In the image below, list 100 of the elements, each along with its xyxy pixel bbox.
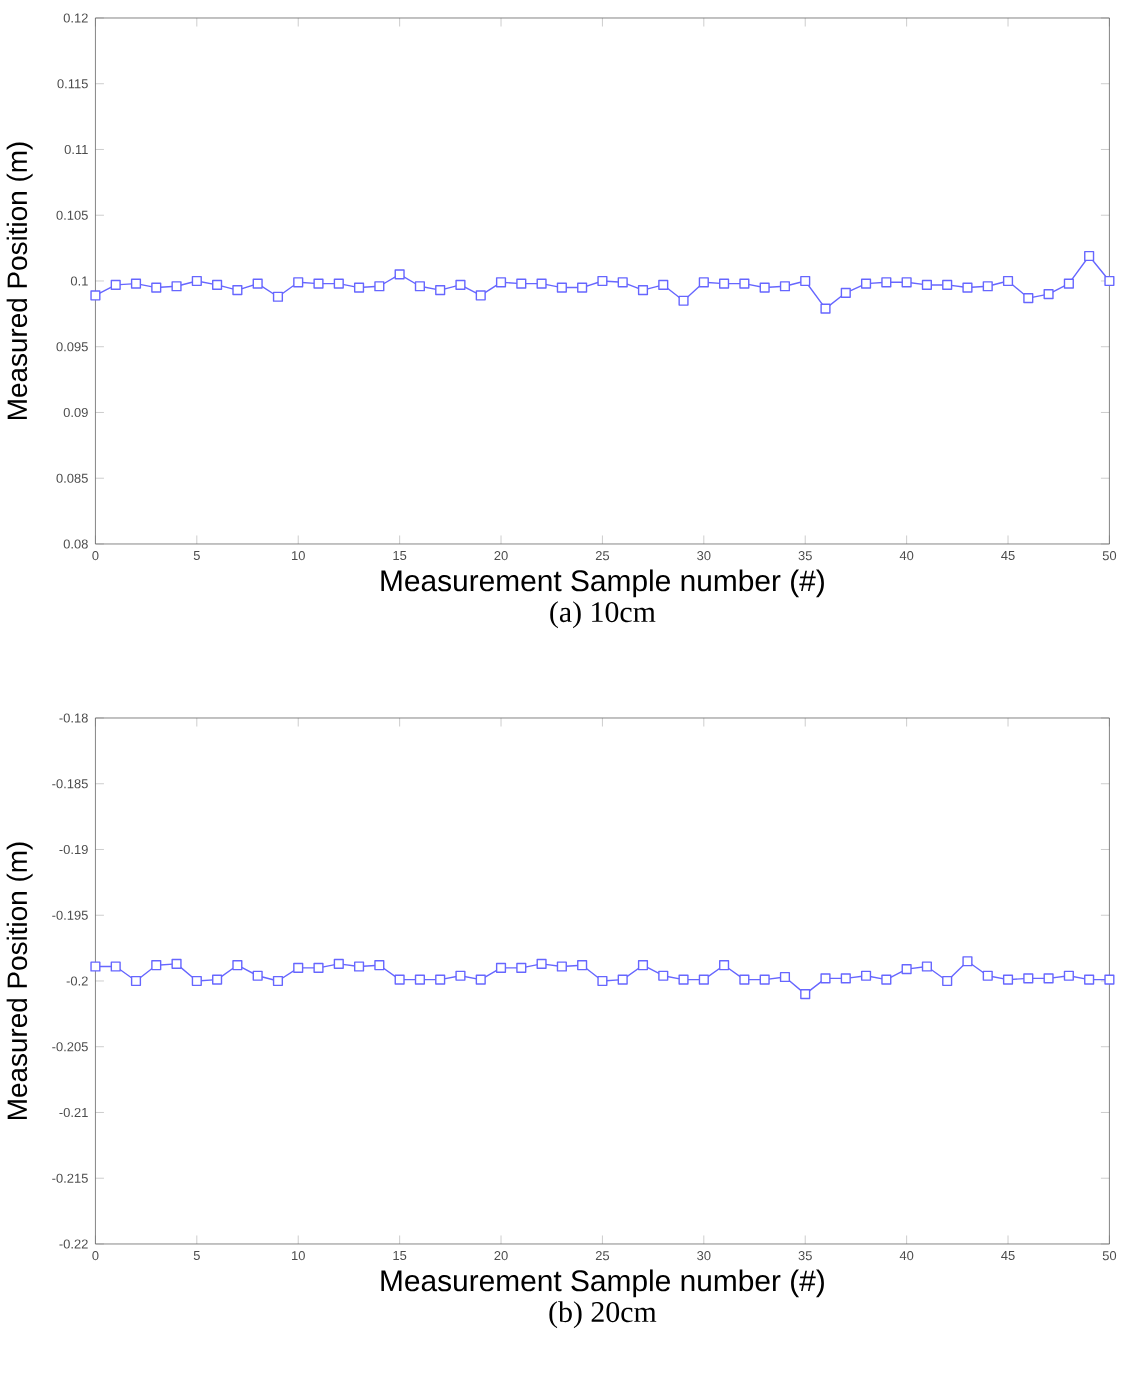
point [313, 962, 324, 973]
point [881, 277, 892, 288]
point [759, 282, 771, 293]
point [861, 970, 872, 981]
point [800, 989, 811, 1000]
point [881, 974, 892, 985]
point [1104, 974, 1115, 985]
point [111, 279, 122, 291]
point [435, 974, 446, 985]
point [901, 277, 913, 288]
point [151, 282, 162, 293]
point [435, 285, 446, 296]
point [658, 279, 669, 291]
point [739, 278, 750, 289]
x-axis-title: Measurement Sample number (#) [381, 1269, 825, 1298]
point [719, 278, 730, 289]
point [496, 277, 507, 288]
point [618, 277, 629, 288]
point [212, 974, 223, 985]
point [699, 277, 710, 288]
point [273, 291, 284, 302]
point [273, 975, 284, 987]
point [1084, 974, 1095, 985]
point [415, 281, 426, 292]
point [699, 974, 710, 985]
point [293, 962, 304, 973]
point [597, 975, 608, 987]
point [394, 269, 406, 280]
point [476, 974, 487, 985]
point [618, 974, 629, 985]
y-axis-title: Measured Position (m) [7, 842, 34, 1120]
point [1043, 289, 1055, 300]
point [516, 962, 527, 973]
point [1023, 973, 1034, 984]
point [516, 278, 527, 289]
point [820, 303, 831, 314]
x-axis-title: Measurement Sample number (#) [381, 569, 825, 598]
point [1064, 278, 1075, 289]
point [252, 970, 264, 981]
point [536, 958, 548, 969]
point [800, 275, 811, 287]
point [111, 961, 122, 972]
point [151, 960, 162, 971]
point [780, 281, 791, 292]
point [90, 961, 101, 972]
point [1043, 973, 1055, 984]
point [1003, 974, 1014, 985]
point [455, 279, 466, 291]
point [922, 961, 933, 972]
point [557, 282, 568, 293]
point [171, 281, 183, 292]
point [577, 960, 588, 971]
point [1104, 275, 1115, 287]
point [1003, 275, 1014, 287]
point [1064, 970, 1075, 981]
point [759, 974, 771, 985]
point [901, 964, 913, 975]
point [415, 974, 426, 985]
point [922, 279, 933, 291]
point [374, 960, 385, 971]
point [638, 285, 649, 296]
point [962, 282, 973, 293]
point [962, 956, 973, 967]
point [1084, 250, 1095, 262]
point [496, 962, 507, 973]
point [597, 275, 608, 287]
point [476, 290, 487, 301]
point [252, 278, 264, 289]
point [374, 281, 385, 292]
point [131, 278, 142, 289]
point [942, 975, 953, 987]
point [334, 958, 345, 969]
point [841, 287, 852, 298]
point [455, 970, 466, 981]
text: (a) 10cm [550, 601, 656, 629]
point [354, 961, 365, 972]
point [1023, 292, 1034, 304]
point [577, 282, 588, 293]
point [212, 279, 223, 291]
point [658, 970, 669, 981]
point [678, 974, 690, 985]
point [841, 973, 852, 984]
point [536, 278, 548, 289]
point [171, 958, 183, 969]
point [983, 281, 994, 292]
point [192, 975, 203, 987]
point [313, 278, 324, 289]
point [232, 960, 243, 971]
point [131, 975, 142, 987]
point [557, 961, 568, 972]
point [678, 295, 690, 306]
point [90, 290, 101, 301]
text: (b) 20cm [549, 1301, 657, 1329]
point [192, 275, 203, 287]
y-axis-title: Measured Position (m) [7, 142, 34, 420]
point [739, 974, 750, 985]
point [780, 971, 791, 983]
point [861, 278, 872, 289]
point [719, 960, 730, 971]
point [334, 278, 345, 289]
